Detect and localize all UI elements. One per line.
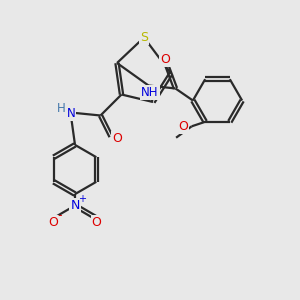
Text: NH: NH xyxy=(141,85,159,99)
Text: O: O xyxy=(160,52,170,66)
Text: N: N xyxy=(67,106,76,120)
Text: -: - xyxy=(58,208,62,222)
Text: O: O xyxy=(92,216,101,229)
Text: S: S xyxy=(140,31,148,44)
Text: O: O xyxy=(112,131,122,145)
Text: N: N xyxy=(70,199,80,212)
Text: +: + xyxy=(78,194,86,204)
Text: O: O xyxy=(178,120,188,133)
Text: H: H xyxy=(56,102,65,116)
Text: O: O xyxy=(49,216,58,229)
